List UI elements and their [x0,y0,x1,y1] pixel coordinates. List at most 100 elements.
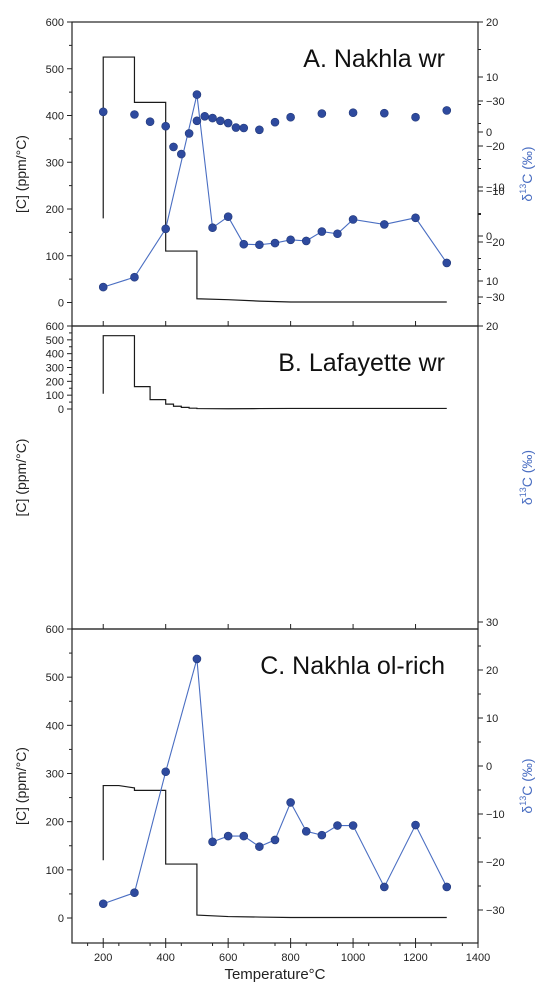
d13c-point [380,220,389,229]
d13c-point [161,224,170,234]
left-tick-label: 0 [58,404,64,416]
left-tick-label: 300 [46,769,64,781]
right-axis-label: δ13C (‰) [518,758,535,813]
d13c-point [317,830,327,840]
left-tick-label: 200 [46,204,64,216]
right-axis-label: δ13C (‰) [518,450,535,505]
d13c-point [130,110,139,119]
d13c-point [223,212,233,221]
d13c-point [286,112,295,122]
d13c-point [270,238,280,248]
d13c-point [239,831,249,841]
x-tick-label: 200 [94,952,112,964]
left-tick-label: 600 [46,17,64,29]
d13c-point [348,108,358,117]
d13c-point [442,106,452,115]
d13c-point [223,831,233,841]
d13c-point [442,258,452,268]
left-tick-label: 400 [46,111,64,123]
x-tick-label: 1200 [403,952,427,964]
right-tick-label: 20 [486,321,498,333]
right-tick-label: −30 [486,96,505,108]
d13c-point [184,129,194,138]
d13c-point [208,837,217,847]
d13c-point [411,820,420,830]
x-tick-label: 600 [219,952,237,964]
left-tick-label: 0 [58,913,64,925]
right-tick-label: 0 [486,231,492,243]
d13c-point [161,121,170,131]
right-tick-label: 20 [486,665,498,677]
d13c-point [192,116,202,126]
d13c-point [208,223,217,232]
d13c-point [255,842,264,851]
left-tick-label: 100 [46,251,64,263]
x-tick-label: 1000 [341,952,365,964]
d13c-point [380,108,389,118]
left-tick-label: 200 [46,376,64,388]
left-tick-label: 500 [46,672,64,684]
d13c-point [239,239,249,249]
d13c-point [145,117,155,126]
right-tick-label: −30 [486,292,505,304]
left-tick-label: 400 [46,720,64,732]
right-axis-label: δ13C (‰) [518,146,535,201]
left-tick-label: 0 [58,298,64,310]
right-tick-label: 10 [486,713,498,725]
right-tick-label: 0 [486,127,492,139]
right-tick-label: −20 [486,237,505,249]
d13c-point [380,882,389,892]
d13c-point [301,236,311,246]
d13c-line [103,658,448,905]
d13c-point [177,149,186,159]
left-tick-label: 300 [46,157,64,169]
concentration-step-line [102,56,447,303]
d13c-point [130,888,139,898]
left-tick-label: 300 [46,363,64,375]
d13c-point [98,282,108,292]
right-tick-label: 0 [486,761,492,773]
d13c-point [442,882,452,892]
right-tick-label: 20 [486,17,498,29]
left-tick-label: 100 [46,865,64,877]
left-tick-label: 200 [46,817,64,829]
d13c-point [317,109,327,118]
panel-title: A. Nakhla wr [303,45,445,73]
d13c-point [216,116,225,126]
x-tick-label: 400 [157,952,175,964]
d13c-point [192,654,202,664]
concentration-step-line [102,784,447,919]
d13c-point [348,215,358,224]
d13c-point [200,112,210,121]
d13c-point [255,125,264,135]
d13c-point [98,899,108,909]
d13c-point [333,821,342,830]
right-tick-label: −20 [486,141,505,153]
d13c-point [130,272,139,282]
d13c-point [348,821,358,830]
d13c-point [270,835,280,845]
panel-title: B. Lafayette wr [278,349,445,377]
concentration-step-line [102,335,447,410]
d13c-point [286,798,295,807]
d13c-line [103,110,447,154]
d13c-point [192,90,202,99]
d13c-point [223,118,233,128]
left-tick-label: 500 [46,335,64,347]
d13c-point [317,227,327,236]
right-tick-label: −10 [486,186,505,198]
d13c-point [270,117,280,127]
d13c-point [239,123,249,133]
left-tick-label: 100 [46,390,64,402]
d13c-point [161,767,170,777]
panel-title: C. Nakhla ol-rich [260,652,445,680]
x-tick-label: 1400 [466,952,490,964]
right-tick-label: −30 [486,905,505,917]
d13c-point [169,142,178,152]
d13c-point [208,113,217,123]
left-axis-label: [C] (ppm/°C) [13,135,29,213]
panel-c: 0 100 200 300 400 500 600 −30 −20 −10 0 10 20 30 C. Na… [13,617,535,944]
right-tick-label: 10 [486,72,498,84]
